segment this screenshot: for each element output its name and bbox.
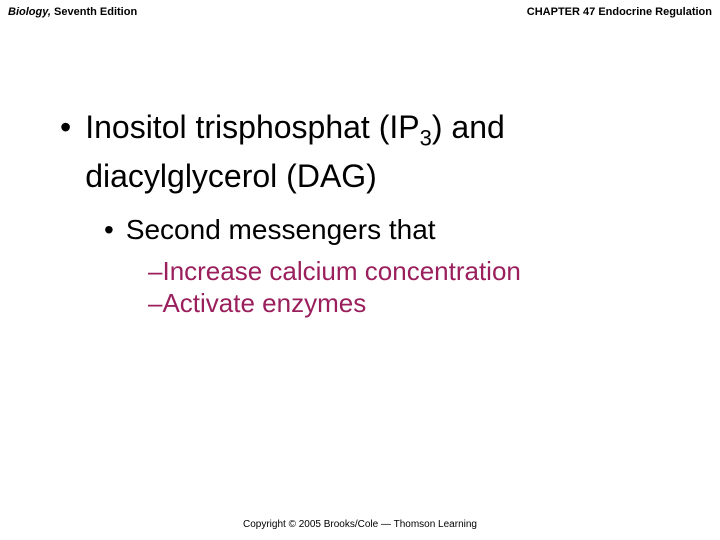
l1-pre: Inositol trisphosphat (IP [85,109,419,145]
slide-content: • Inositol trisphosphat (IP3) and diacyl… [0,18,720,319]
book-title-italic: Biology, [8,6,51,18]
bullet-dash: – [148,255,162,287]
copyright-text: Copyright © 2005 Brooks/Cole — Thomson L… [243,519,477,530]
chapter-label: CHAPTER 47 Endocrine Regulation [527,6,712,18]
slide-header: Biology, Seventh Edition CHAPTER 47 Endo… [0,0,720,18]
bullet-dot: • [104,213,114,247]
bullet-l3b-text: Activate enzymes [162,287,366,319]
slide-footer: Copyright © 2005 Brooks/Cole — Thomson L… [0,519,720,530]
bullet-level-3: – Activate enzymes [148,287,700,319]
bullet-level-3: – Increase calcium concentration [148,255,700,287]
bullet-l2-text: Second messengers that [126,213,436,247]
book-title: Biology, Seventh Edition [8,6,137,18]
bullet-l3a-text: Increase calcium concentration [162,255,520,287]
bullet-level-2: • Second messengers that [104,213,700,247]
bullet-l1-text: Inositol trisphosphat (IP3) and diacylgl… [85,108,700,195]
bullet-dot: • [60,108,71,146]
l1-subscript: 3 [420,125,432,150]
bullet-dash: – [148,287,162,319]
book-title-rest: Seventh Edition [51,6,137,18]
bullet-level-1: • Inositol trisphosphat (IP3) and diacyl… [60,108,700,195]
